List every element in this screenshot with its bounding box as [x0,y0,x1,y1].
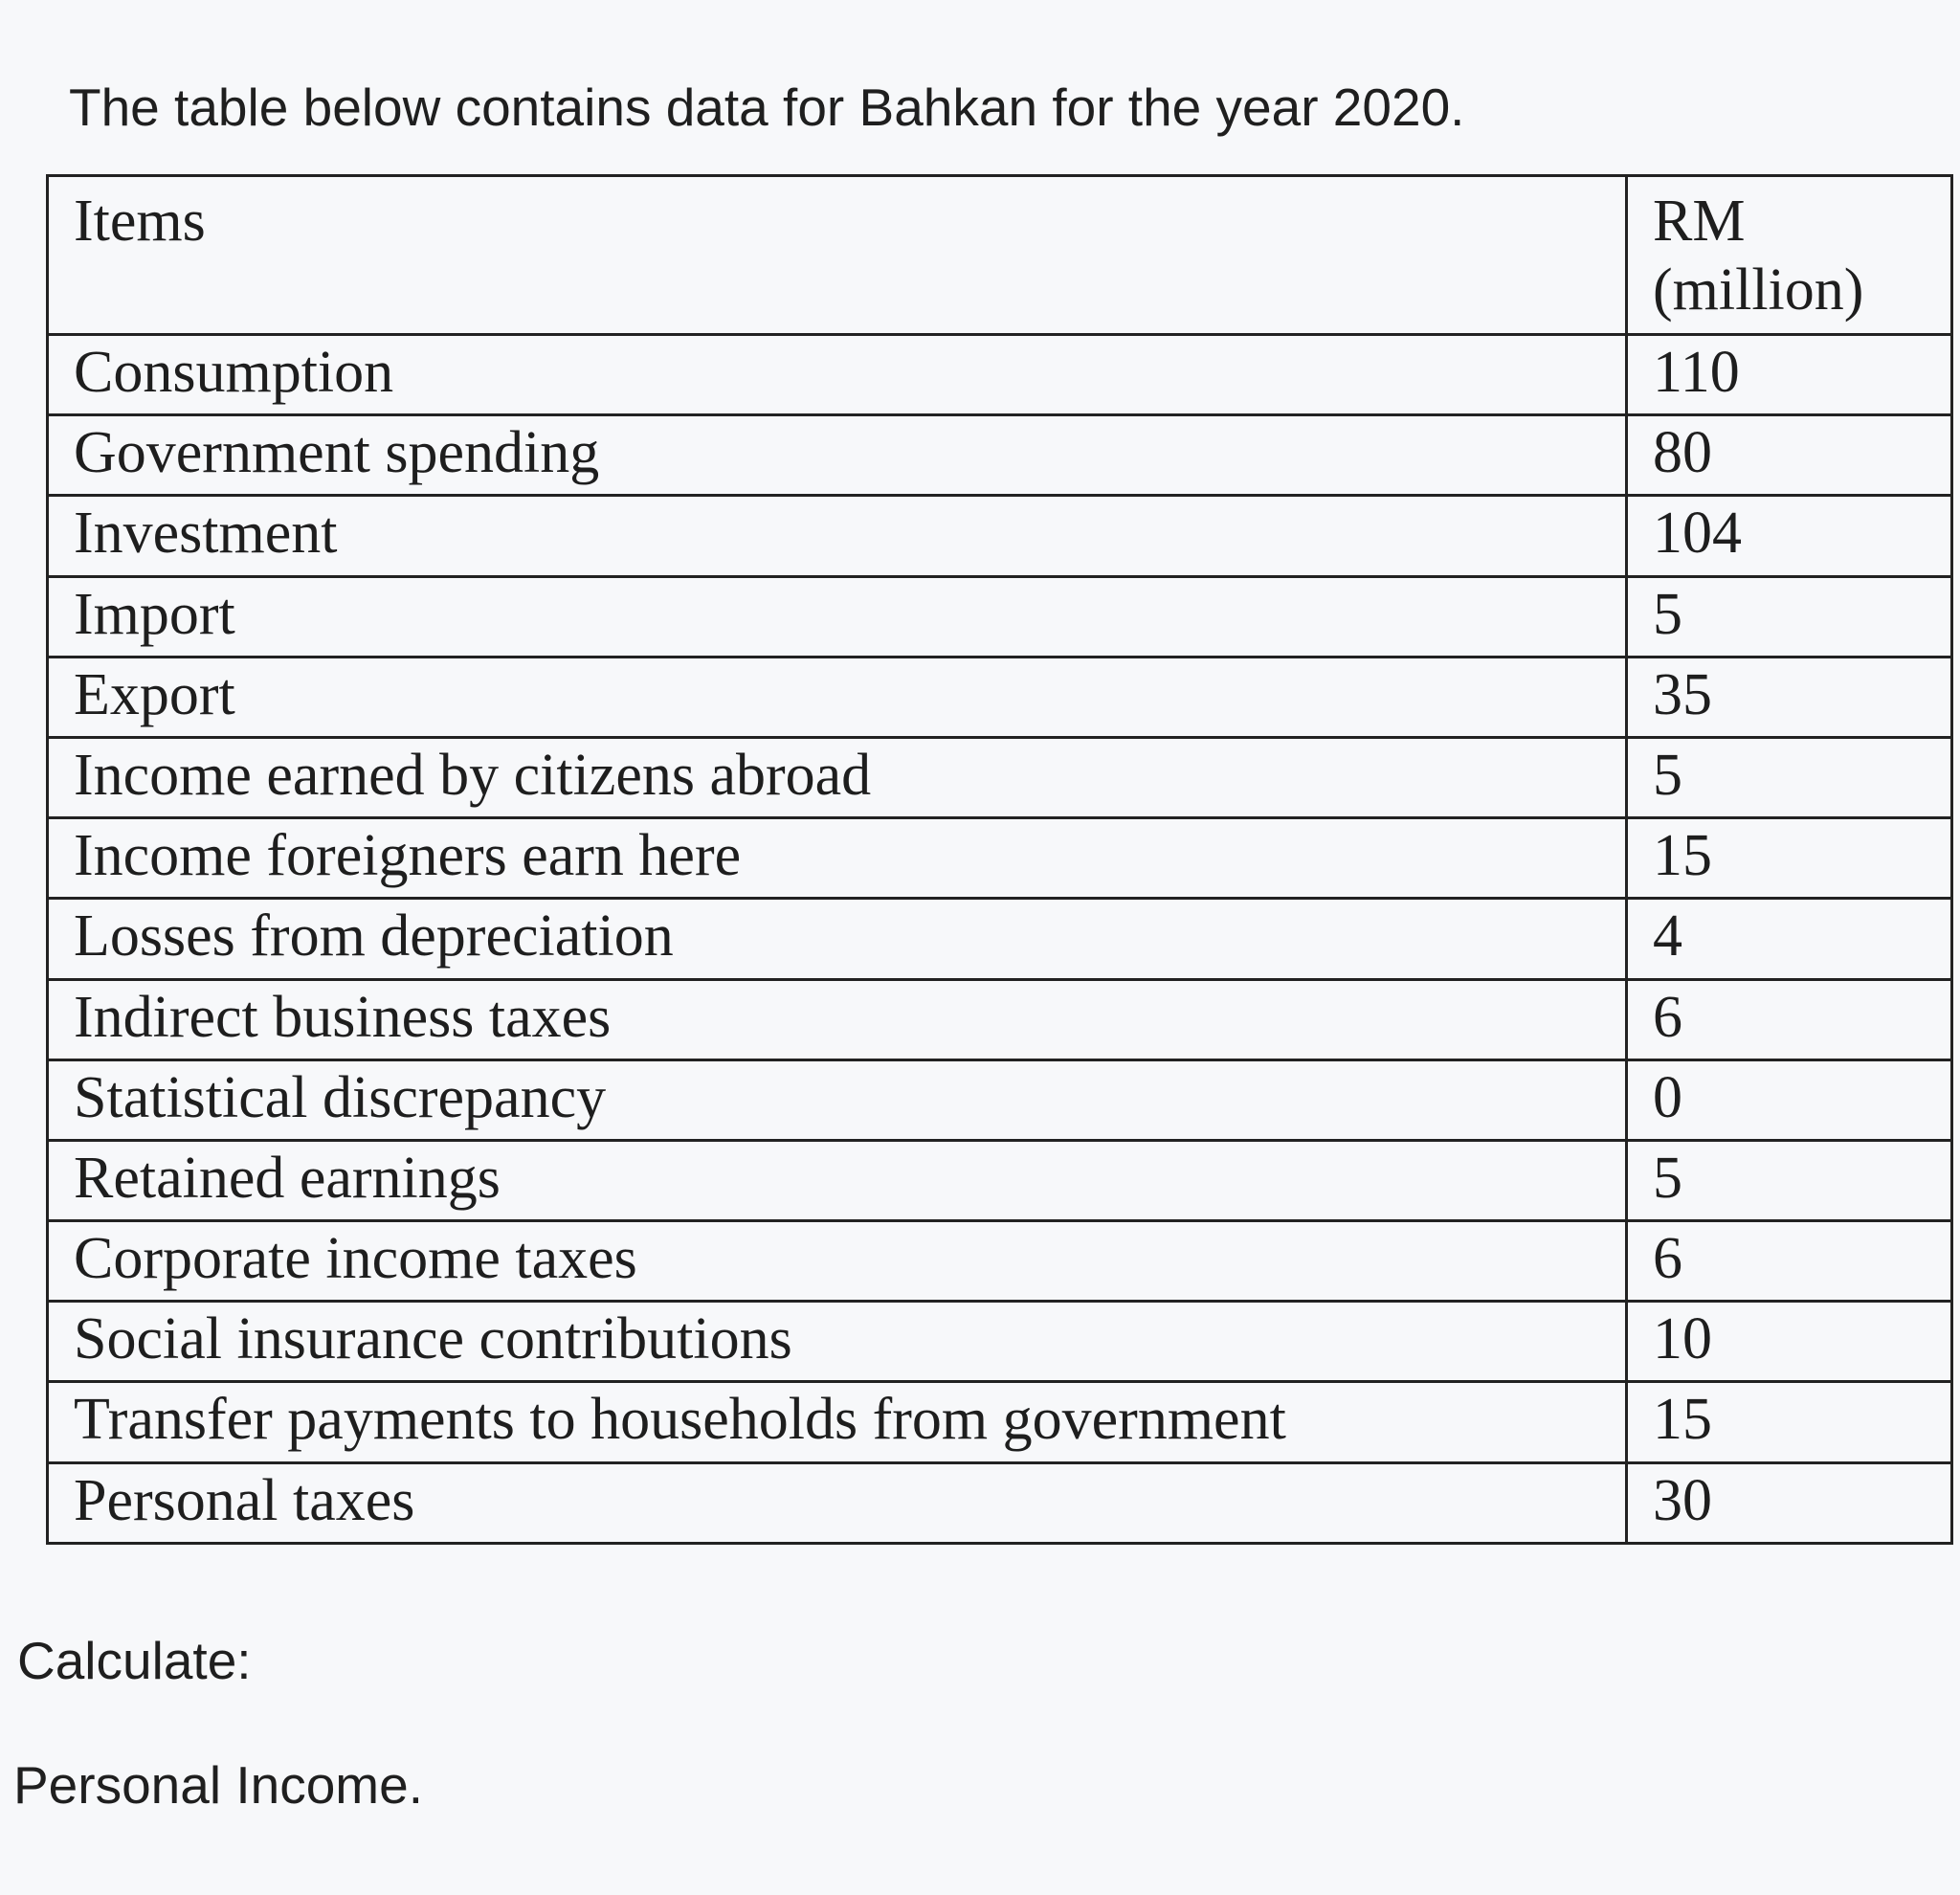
row-value-cell: 15 [1625,816,1953,901]
table-row: Import 5 [46,574,1953,658]
row-value-cell: 0 [1625,1058,1953,1142]
row-item-cell: Import [46,574,1628,658]
row-item-cell: Statistical discrepancy [46,1058,1628,1142]
table-row: Investment 104 [46,494,1953,578]
row-item-cell: Income foreigners earn here [46,816,1628,901]
table-row: Consumption 110 [46,332,1953,417]
row-value-cell: 5 [1625,1138,1953,1223]
row-value-cell: 10 [1625,1300,1953,1384]
row-value-cell: 4 [1625,897,1953,981]
row-value-cell: 5 [1625,574,1953,658]
row-item-cell: Transfer payments to households from gov… [46,1380,1628,1464]
calculate-label: Calculate: [17,1631,252,1690]
row-item-cell: Corporate income taxes [46,1219,1628,1304]
row-value-cell: 110 [1625,332,1953,417]
row-value-cell: 30 [1625,1460,1953,1546]
intro-text: The table below contains data for Bahkan… [69,78,1465,137]
question-text: Personal Income. [13,1755,423,1815]
header-value-unit: (million) [1653,257,1864,323]
row-value-cell: 35 [1625,655,1953,739]
row-item-cell: Consumption [46,332,1628,417]
row-item-cell: Social insurance contributions [46,1300,1628,1384]
row-value-cell: 15 [1625,1380,1953,1464]
row-item-cell: Retained earnings [46,1138,1628,1223]
row-item-cell: Investment [46,494,1628,578]
table-row: Losses from depreciation 4 [46,897,1953,981]
row-value-cell: 6 [1625,1219,1953,1304]
row-item-cell: Income earned by citizens abroad [46,735,1628,820]
table-row: Export 35 [46,655,1953,739]
header-items: Items [46,174,1628,336]
table-row: Retained earnings 5 [46,1138,1953,1223]
table-row: Income foreigners earn here 15 [46,816,1953,901]
header-value-currency: RM [1653,189,1746,254]
row-value-cell: 104 [1625,494,1953,578]
row-value-cell: 6 [1625,977,1953,1061]
row-item-cell: Indirect business taxes [46,977,1628,1061]
table-row: Social insurance contributions 10 [46,1300,1953,1384]
row-item-cell: Personal taxes [46,1460,1628,1546]
table-row: Statistical discrepancy 0 [46,1058,1953,1142]
data-table: Items RM (million) Consumption 110 Gover… [46,174,1953,1546]
table-row: Transfer payments to households from gov… [46,1380,1953,1464]
row-value-cell: 80 [1625,413,1953,498]
row-item-cell: Export [46,655,1628,739]
row-item-cell: Government spending [46,413,1628,498]
table-row: Government spending 80 [46,413,1953,498]
table-header-row: Items RM (million) [46,174,1953,336]
table-row: Income earned by citizens abroad 5 [46,735,1953,820]
row-item-cell: Losses from depreciation [46,897,1628,981]
header-value: RM (million) [1625,174,1953,336]
table-row: Corporate income taxes 6 [46,1219,1953,1304]
table-row: Personal taxes 30 [46,1460,1953,1546]
row-value-cell: 5 [1625,735,1953,820]
header-items-label: Items [74,189,206,254]
table-row: Indirect business taxes 6 [46,977,1953,1061]
